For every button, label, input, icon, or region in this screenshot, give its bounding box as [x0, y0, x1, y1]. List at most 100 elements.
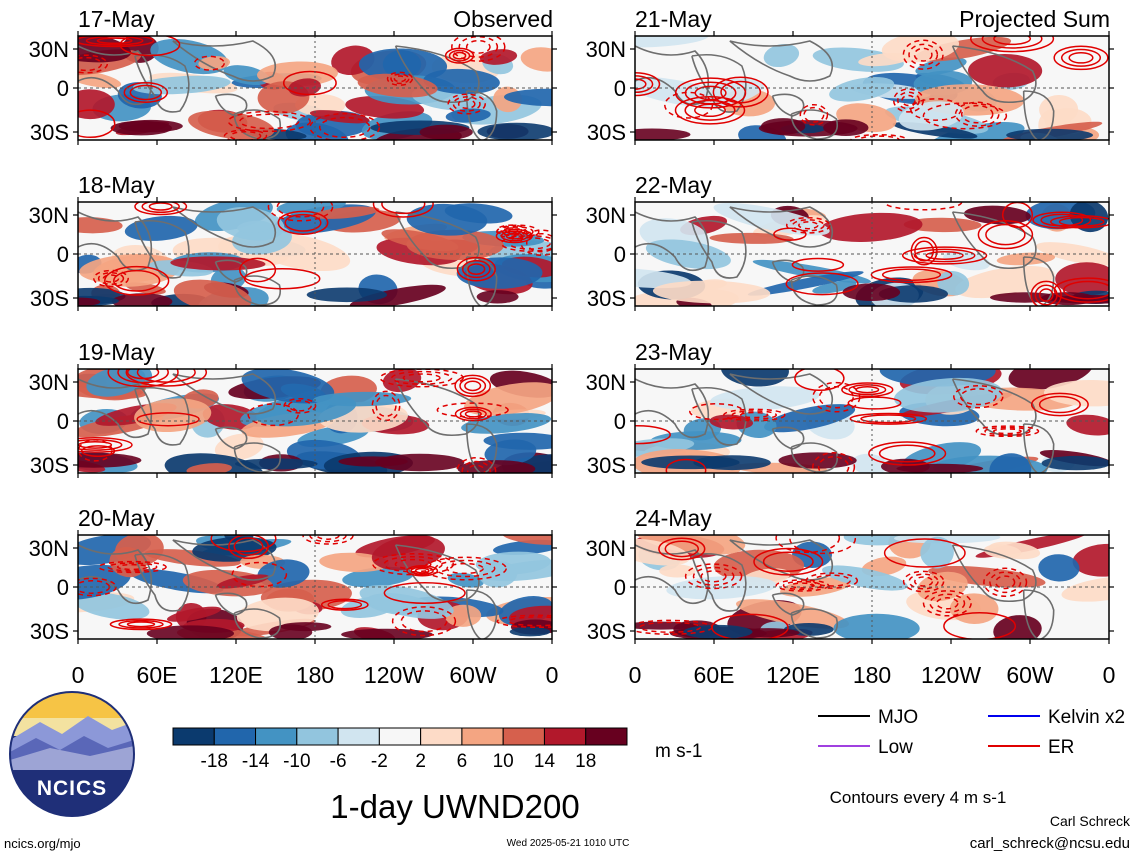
er-contour: [1050, 215, 1109, 229]
er-contour: [461, 260, 491, 279]
lat-tick-label: 30S: [587, 453, 626, 478]
map-panel: 30N 0 30S 22-May: [586, 172, 1114, 311]
er-contour: [118, 619, 164, 629]
column-title: Observed: [453, 6, 553, 32]
anomaly-patch: [477, 122, 552, 140]
er-contour: [465, 39, 491, 54]
er-contour: [914, 240, 935, 262]
er-contour: [954, 101, 1000, 127]
anomaly-patch: [257, 61, 338, 87]
er-contour: [674, 77, 747, 109]
panel-date: 22-May: [635, 172, 712, 198]
anomaly-patch: [406, 229, 504, 261]
anomaly-patch: [894, 535, 1001, 544]
er-contour: [1038, 288, 1054, 302]
er-contour: [892, 88, 925, 113]
er-contour: [136, 369, 196, 383]
er-contour: [391, 606, 457, 637]
lat-tick-label: 30S: [30, 286, 69, 311]
anomaly-patch: [476, 290, 519, 304]
colorbar: -18 -14 -10 -6 -2 2 6 10 14 18: [172, 727, 628, 772]
anomaly-patch: [237, 220, 272, 233]
er-contour: [129, 84, 163, 101]
er-contour: [97, 560, 167, 574]
er-contour: [1063, 280, 1109, 300]
er-contour: [984, 426, 1031, 436]
anomaly-patch: [760, 118, 806, 135]
er-contour: [1068, 51, 1094, 64]
er-contour: [78, 440, 113, 449]
er-contour: [134, 202, 188, 216]
colorbar-label: -6: [330, 751, 347, 772]
er-contour: [841, 382, 894, 398]
er-contour: [459, 408, 487, 420]
anomaly-patch: [1043, 379, 1109, 407]
coastline: [729, 373, 834, 415]
anomaly-patch: [166, 606, 222, 622]
anomaly-patch: [309, 110, 370, 124]
anomaly-patch: [78, 592, 150, 620]
er-contour: [849, 412, 928, 425]
coastline: [1022, 90, 1055, 140]
er-contour: [136, 412, 200, 427]
er-contour: [102, 274, 120, 283]
er-contour: [141, 202, 180, 214]
lon-tick-label: 120E: [209, 662, 263, 688]
lon-tick-label: 180: [853, 662, 891, 688]
lat-tick-label: 0: [57, 575, 69, 600]
anomaly-patch: [144, 549, 241, 567]
lat-tick-label: 30N: [586, 370, 626, 395]
lat-tick-label: 30S: [30, 619, 69, 644]
er-contour: [883, 538, 966, 568]
coastline: [172, 206, 277, 248]
er-contour: [107, 369, 179, 388]
anomaly-patch: [1008, 369, 1094, 390]
er-contour: [126, 369, 160, 380]
anomaly-patch: [234, 458, 318, 470]
er-contour: [922, 590, 972, 617]
er-contour: [107, 562, 158, 572]
er-contour: [78, 436, 133, 453]
lat-tick-label: 30S: [30, 453, 69, 478]
er-contour: [104, 265, 170, 296]
anomaly-patch: [1061, 576, 1109, 602]
coastline: [771, 426, 805, 450]
panel-date: 21-May: [635, 6, 712, 32]
coastline: [172, 373, 277, 415]
er-contour: [320, 598, 369, 611]
legend-label: ER: [1048, 737, 1074, 758]
anomaly-patch: [920, 536, 954, 569]
anomaly-patch: [737, 628, 800, 638]
anomaly-patch: [652, 280, 771, 304]
anomaly-patch: [842, 283, 901, 302]
er-contour: [116, 563, 148, 571]
panel-date: 23-May: [635, 339, 712, 365]
anomaly-patch: [338, 456, 408, 467]
er-contour: [901, 246, 988, 265]
lon-tick-label: 120E: [766, 662, 820, 688]
lat-tick-label: 0: [57, 409, 69, 434]
anomaly-patch: [666, 575, 777, 600]
er-contour: [803, 106, 825, 123]
anomaly-patch: [461, 413, 552, 434]
er-contour: [658, 537, 706, 561]
colorbar-label: 10: [493, 751, 514, 772]
field-layer: [78, 36, 552, 140]
er-contour: [925, 251, 964, 260]
coastline: [465, 90, 498, 140]
er-contour: [684, 81, 737, 105]
coastline: [394, 378, 480, 437]
anomaly-patch: [111, 293, 173, 306]
er-contour: [394, 558, 432, 570]
er-contour: [126, 621, 156, 628]
anomaly-patch: [645, 239, 731, 270]
er-contour: [227, 110, 311, 133]
er-contour: [501, 226, 534, 238]
er-contour: [402, 373, 441, 383]
er-contour: [936, 597, 959, 610]
er-contour: [959, 388, 997, 406]
map-panel: 30N 0 30S 23-May: [586, 339, 1114, 478]
lat-tick-label: 0: [614, 76, 626, 101]
longitude-axes: 0 60E 120E 180 120W 60W 0 0 60E 120E 180 120W 60W 0: [72, 662, 1116, 688]
er-contour: [123, 82, 169, 103]
